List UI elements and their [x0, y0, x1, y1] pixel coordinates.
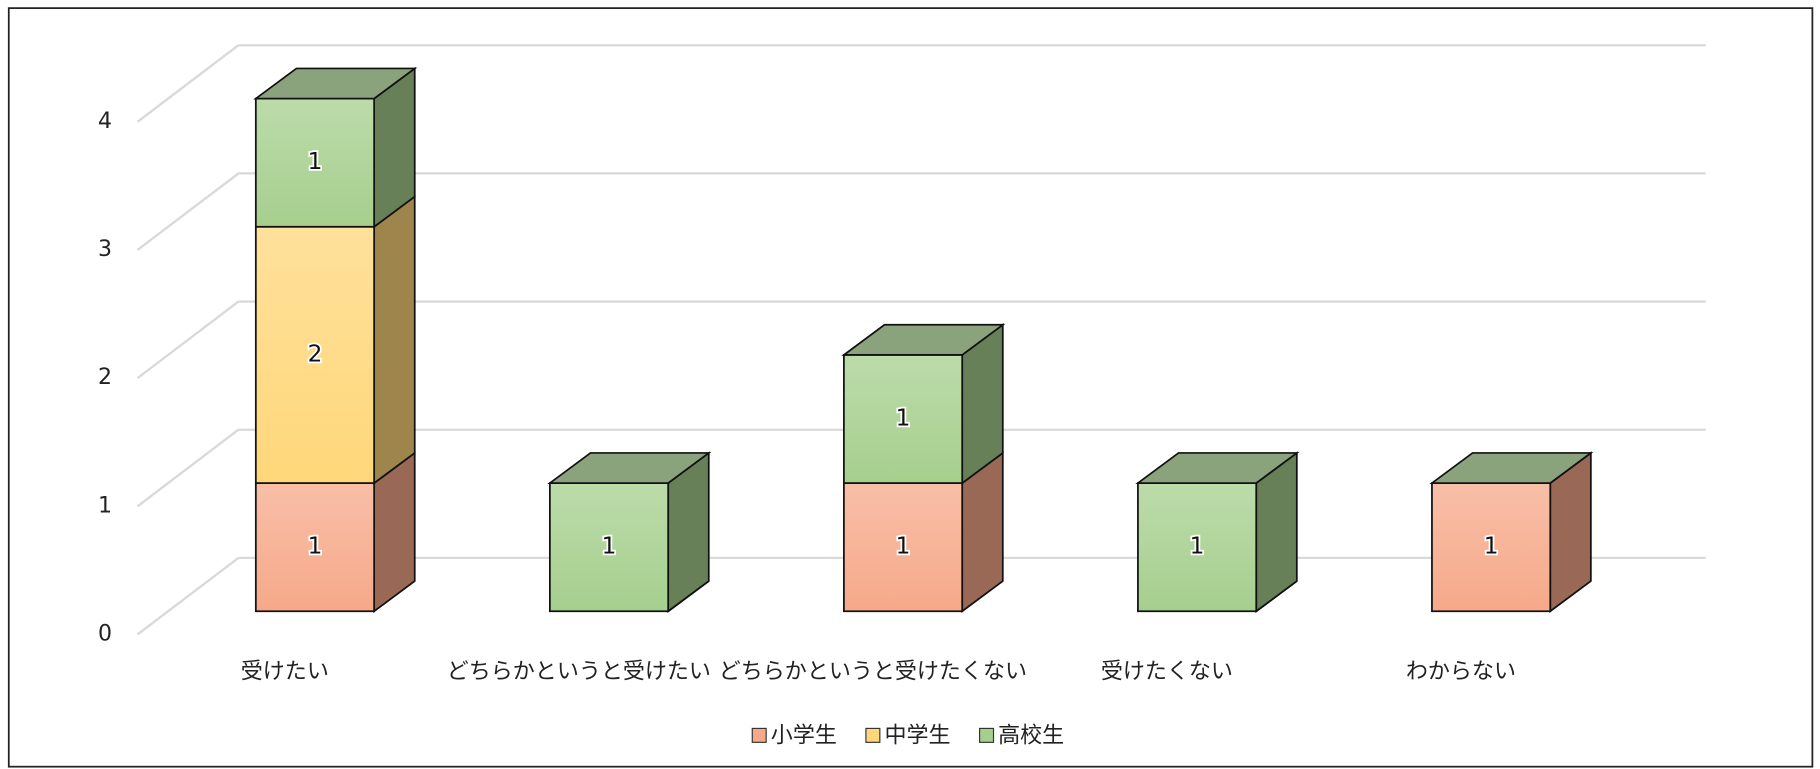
- bar: [254, 482, 376, 613]
- x-tick-label: わからない: [1406, 660, 1516, 685]
- data-label: 2: [308, 340, 323, 367]
- bar: [1431, 482, 1552, 613]
- bar: [1137, 482, 1258, 613]
- data-label: 1: [1484, 533, 1499, 560]
- data-label: 1: [602, 533, 617, 560]
- grid-line: [136, 44, 240, 123]
- bar-top: [841, 323, 1006, 356]
- data-label: 1: [896, 533, 911, 560]
- x-tick-label: 受けたくない: [1101, 660, 1233, 685]
- bar: [254, 97, 376, 228]
- y-tick-label: 1: [98, 493, 112, 518]
- bar-top: [547, 452, 712, 484]
- bar: [548, 482, 670, 613]
- y-tick-label: 0: [98, 621, 112, 646]
- bar: [843, 354, 964, 484]
- bar-top: [253, 67, 418, 100]
- legend-swatch: [979, 727, 995, 743]
- data-label: 1: [308, 533, 323, 560]
- bar: [843, 482, 964, 613]
- grid-line: [136, 300, 240, 380]
- data-label: 1: [1190, 533, 1205, 560]
- grid-line: [136, 428, 240, 508]
- bar-top: [1135, 452, 1300, 484]
- legend-label: 小学生: [771, 724, 837, 749]
- bar-top: [1429, 452, 1594, 484]
- data-label: 1: [896, 405, 911, 432]
- bar: [254, 225, 376, 484]
- legend-swatch: [751, 727, 767, 743]
- legend-label: 高校生: [998, 724, 1064, 749]
- grid-line: [136, 172, 240, 251]
- y-tick-label: 2: [98, 365, 112, 390]
- y-tick-label: 3: [98, 237, 112, 262]
- y-tick-label: 4: [98, 109, 112, 134]
- legend-swatch: [865, 727, 881, 743]
- grid-line: [136, 556, 240, 636]
- x-tick-label: どちらかというと受けたい: [447, 660, 711, 685]
- legend-label: 中学生: [884, 724, 950, 749]
- bar-side: [373, 194, 416, 485]
- x-tick-label: どちらかというと受けたくない: [719, 660, 1027, 685]
- data-label: 1: [308, 148, 323, 175]
- x-tick-label: 受けたい: [241, 660, 329, 685]
